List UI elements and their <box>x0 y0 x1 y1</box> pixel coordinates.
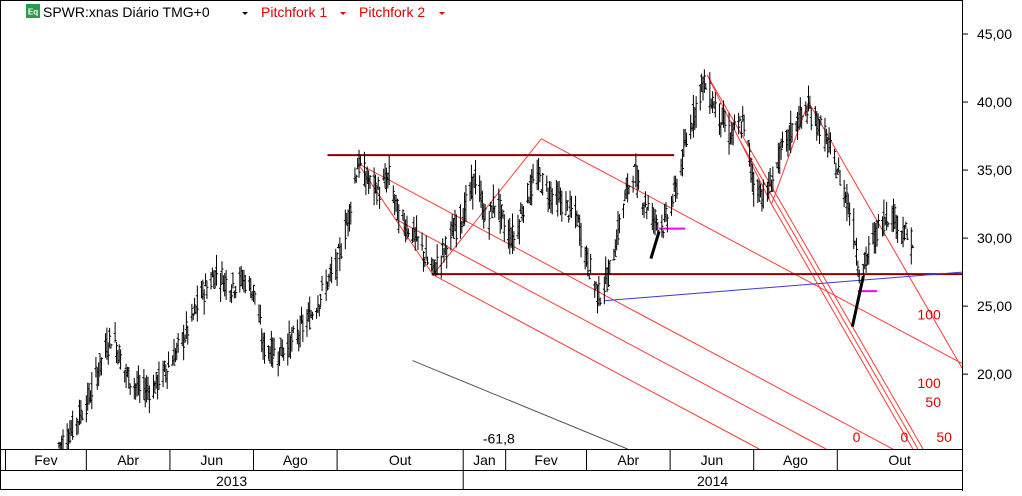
pitchfork-1-tine <box>432 274 760 450</box>
pitchfork-1-tine <box>541 138 963 364</box>
time-axis-frame <box>0 449 963 490</box>
chevron-down-icon[interactable] <box>439 12 445 15</box>
price-bars <box>57 69 915 458</box>
x-tick-label: Out <box>888 452 911 468</box>
pitchfork-2-tine <box>808 101 963 369</box>
pitchfork-1-half-tine <box>395 218 827 450</box>
pitchfork-1-level-label: 50 <box>925 394 941 410</box>
price-axis[interactable]: 20,00 25,00 30,00 35,00 40,00 45,00 <box>962 0 1012 491</box>
year-label: 2014 <box>697 473 728 489</box>
pitchfork-2-tine <box>771 203 914 450</box>
x-tick-label: Jun <box>200 452 223 468</box>
x-tick-label: Ago <box>783 452 808 468</box>
y-tick-label: 20,00 <box>977 366 1012 382</box>
symbol-badge-text: Eq <box>28 8 38 17</box>
x-tick-label: Abr <box>617 452 639 468</box>
annotation-stroke <box>850 275 865 327</box>
study-pitchfork-1[interactable]: Pitchfork 1 <box>261 4 327 20</box>
x-tick-label: Fev <box>534 452 557 468</box>
y-tick-label: 30,00 <box>977 230 1012 246</box>
pitchfork-1-level-label: 100 <box>917 375 941 391</box>
symbol-badge-icon <box>26 4 40 18</box>
chart-title[interactable]: SPWR:xnas Diário TMG+0 <box>43 4 210 20</box>
x-tick-label: Abr <box>117 452 139 468</box>
y-tick-label: 35,00 <box>977 162 1012 178</box>
pitchfork-1-level-label: 0 <box>853 429 861 445</box>
pitchfork-2-level-label: 50 <box>936 429 952 445</box>
pitchfork-2-level-label: 0 <box>901 429 909 445</box>
x-tick-label: Ago <box>283 452 308 468</box>
pitchfork-2-median <box>706 74 924 450</box>
y-tick-label: 45,00 <box>977 26 1012 42</box>
pitchfork-2-pivot-line <box>771 101 809 205</box>
x-tick-label: Out <box>389 452 412 468</box>
trendline <box>604 271 963 302</box>
pitchfork-1-pivot-line <box>432 138 542 276</box>
x-tick-label: Fev <box>34 452 57 468</box>
drawing-layer[interactable] <box>327 74 963 450</box>
x-tick-label: Jan <box>473 452 496 468</box>
y-tick-label: 40,00 <box>977 94 1012 110</box>
pitchfork-1-median <box>357 162 893 450</box>
chevron-down-icon[interactable] <box>242 12 248 15</box>
year-label: 2013 <box>216 473 247 489</box>
pitchfork-1-level-label: 100 <box>917 307 941 323</box>
study-pitchfork-2[interactable]: Pitchfork 2 <box>359 4 425 20</box>
drawing-labels: 100 0 50 100 0 50 -61,8 <box>483 307 952 447</box>
chevron-down-icon[interactable] <box>340 12 346 15</box>
time-axis[interactable]: Fev Abr Jun Ago Out Jan Fev Abr Jun Ago Out 2013 201… <box>0 449 963 491</box>
y-tick-label: 25,00 <box>977 298 1012 314</box>
chart-header: Eq SPWR:xnas Diário TMG+0 Pitchfork 1 Pi… <box>26 4 445 20</box>
x-tick-label: Jun <box>701 452 724 468</box>
fib-line <box>412 360 628 450</box>
fib-label: -61,8 <box>483 431 515 447</box>
